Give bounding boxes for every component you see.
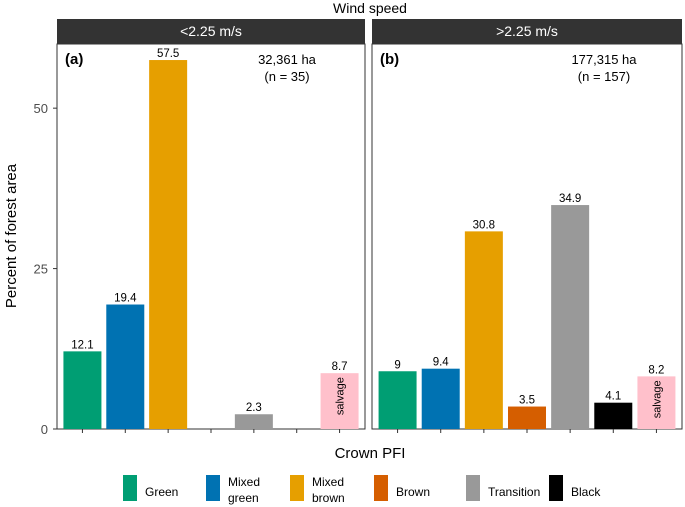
panel-area-text: 32,361 ha: [258, 52, 317, 67]
bar-value-label: 57.5: [157, 48, 179, 60]
facet-panel-2: >2.25 m/s (b) 177,315 ha (n = 157) 9 9.4 30.8 3…: [371, 19, 683, 433]
panel-area-text: 177,315 ha: [571, 52, 637, 67]
legend-item: Green: [123, 475, 178, 501]
legend-item: Mixed green: [206, 475, 260, 505]
bar-green: [378, 371, 417, 429]
legend-item: Transition: [466, 475, 540, 501]
bar-green: [63, 351, 102, 429]
bar-salvage: [320, 373, 359, 429]
bar-transition: [551, 205, 590, 429]
bar-value-label: 3.5: [519, 395, 535, 407]
panel-sample-size-text: (n = 35): [264, 69, 309, 84]
bar-value-label: 34.9: [559, 193, 581, 205]
legend-label: Brown: [396, 485, 430, 499]
facet-panel-1: <2.25 m/s (a) 32,361 ha (n = 35) 12.1 19.4 57.…: [56, 19, 366, 433]
panel-letter: (b): [380, 51, 399, 68]
bar-brown: [508, 406, 546, 429]
legend: Green Mixed green Mixed brown Brown Transition…: [123, 475, 601, 505]
y-axis: 0 25 50: [34, 101, 57, 437]
legend-swatch: [466, 475, 480, 501]
facet-strip: [372, 19, 682, 44]
bar-value-label: 9.4: [433, 357, 450, 369]
bar-value-label: 30.8: [473, 219, 495, 231]
facet-panels: <2.25 m/s (a) 32,361 ha (n = 35) 12.1 19.4 57.…: [56, 19, 683, 433]
legend-item: Brown: [374, 475, 430, 501]
bar-mixed-green: [106, 304, 145, 429]
panel-sample-size-text: (n = 157): [578, 69, 630, 84]
y-axis-title: Percent of forest area: [3, 163, 20, 308]
bar-mixed-green: [421, 368, 460, 429]
chart-title: Wind speed: [333, 0, 407, 16]
legend-swatch: [374, 475, 388, 501]
legend-swatch: [123, 475, 137, 501]
x-axis-title: Crown PFI: [335, 445, 406, 462]
legend-label: Green: [145, 485, 178, 499]
facet-strip-label: <2.25 m/s: [180, 23, 242, 39]
legend-label: Black: [571, 485, 601, 499]
legend-label: Mixed green: [228, 475, 260, 505]
bar-transition: [234, 414, 273, 429]
bar-value-label: 8.7: [332, 361, 348, 373]
facet-strip: [57, 19, 365, 44]
y-tick-label: 25: [34, 262, 48, 277]
legend-swatch: [290, 475, 304, 501]
legend-label: Mixed brown: [312, 475, 345, 505]
bar-value-label: 12.1: [71, 339, 93, 351]
bar-value-label: 9: [394, 359, 400, 371]
legend-swatch: [549, 475, 563, 501]
bar-mixed-brown: [464, 231, 503, 429]
bar-value-label: 8.2: [648, 364, 664, 376]
legend-item: Mixed brown: [290, 475, 345, 505]
bar-value-label: 19.4: [114, 293, 137, 305]
salvage-label: salvage: [335, 377, 347, 415]
legend-item: Black: [549, 475, 601, 501]
bar-mixed-brown: [149, 60, 188, 430]
y-tick-label: 50: [34, 101, 48, 116]
y-tick-label: 0: [41, 422, 48, 437]
legend-swatch: [206, 475, 220, 501]
panel-letter: (a): [65, 51, 83, 68]
facet-strip-label: >2.25 m/s: [496, 23, 558, 39]
bar-salvage: [637, 376, 676, 429]
legend-label: Transition: [488, 485, 540, 499]
salvage-label: salvage: [651, 380, 663, 418]
bar-black: [594, 402, 633, 429]
panel-border: [371, 43, 683, 430]
bar-value-label: 2.3: [246, 402, 262, 414]
bar-value-label: 4.1: [605, 391, 621, 403]
panel-border: [56, 43, 366, 430]
